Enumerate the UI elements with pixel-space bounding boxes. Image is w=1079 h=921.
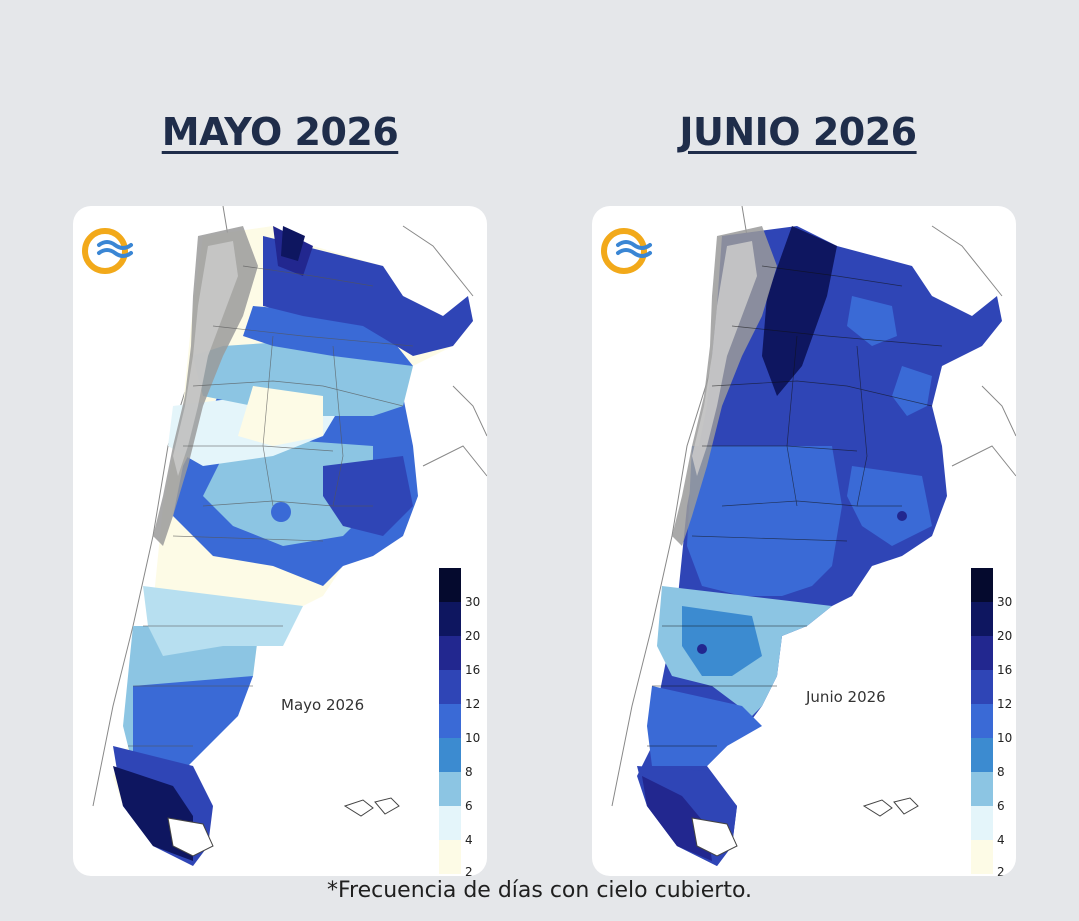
map-mayo (92, 206, 487, 866)
legend-swatch (971, 738, 993, 772)
legend-tick: 2 (997, 865, 1005, 876)
legend-tick: 30 (465, 595, 481, 609)
legend-swatch (971, 568, 993, 602)
legend-tick: 4 (465, 833, 473, 847)
legend-tick: 8 (465, 765, 473, 779)
color-legend: 30 20 16 12 10 8 6 4 2 (971, 568, 1016, 876)
legend-swatch (971, 704, 993, 738)
legend-swatch (971, 670, 993, 704)
map-label: Junio 2026 (806, 688, 886, 706)
legend-tick: 16 (997, 663, 1013, 677)
legend-tick: 12 (997, 697, 1013, 711)
legend-swatch (971, 840, 993, 874)
color-legend: 30 20 16 12 10 8 6 4 2 (439, 568, 487, 876)
map-junio (611, 206, 1016, 866)
legend-tick: 10 (465, 731, 481, 745)
footnote: *Frecuencia de días con cielo cubierto. (326, 878, 753, 903)
title-mayo: MAYO 2026 (161, 110, 399, 154)
smn-logo-icon (601, 228, 652, 274)
legend-swatch (439, 738, 461, 772)
map-label: Mayo 2026 (281, 696, 365, 714)
legend-tick: 8 (997, 765, 1005, 779)
legend-tick: 12 (465, 697, 481, 711)
legend-tick: 10 (997, 731, 1013, 745)
legend-tick: 20 (465, 629, 481, 643)
legend-swatch (971, 806, 993, 840)
legend-swatch (439, 568, 461, 602)
legend-tick: 20 (997, 629, 1013, 643)
legend-swatch (439, 636, 461, 670)
legend-swatch (971, 602, 993, 636)
legend-tick: 30 (997, 595, 1013, 609)
map-card-mayo: Mayo 2026 30 20 16 12 10 8 6 4 2 (73, 206, 487, 876)
legend-swatch (439, 704, 461, 738)
legend-swatch (971, 636, 993, 670)
title-junio: JUNIO 2026 (679, 110, 917, 154)
map-card-junio: Junio 2026 30 20 16 12 10 8 6 4 2 (592, 206, 1016, 876)
legend-tick: 4 (997, 833, 1005, 847)
smn-logo-icon (82, 228, 133, 274)
legend-swatch (439, 670, 461, 704)
legend-tick: 16 (465, 663, 481, 677)
legend-swatch (439, 840, 461, 874)
legend-tick: 6 (465, 799, 473, 813)
legend-tick: 6 (997, 799, 1005, 813)
legend-swatch (439, 806, 461, 840)
legend-swatch (971, 772, 993, 806)
legend-swatch (439, 772, 461, 806)
legend-swatch (439, 602, 461, 636)
legend-tick: 2 (465, 865, 473, 876)
